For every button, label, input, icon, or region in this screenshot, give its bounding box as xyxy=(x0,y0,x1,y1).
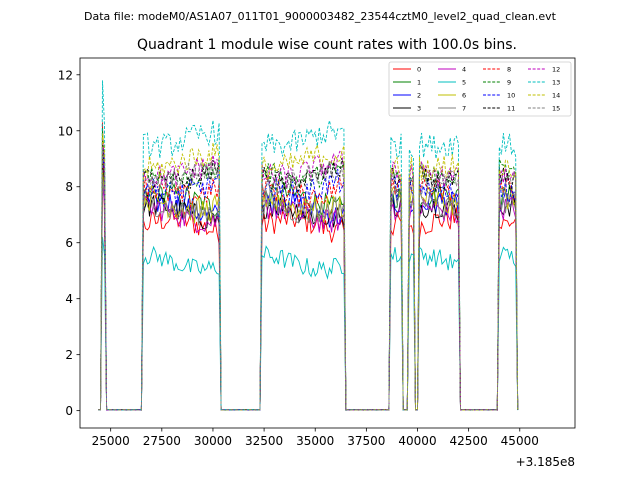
series-line-10 xyxy=(98,150,519,411)
series-lines xyxy=(98,80,519,411)
x-tick-label: 42500 xyxy=(450,434,488,448)
x-tick-label: 30000 xyxy=(194,434,232,448)
legend-label-11: 11 xyxy=(507,104,515,112)
y-tick-label: 12 xyxy=(58,68,73,82)
y-tick-label: 4 xyxy=(65,292,73,306)
series-line-7 xyxy=(98,178,519,411)
legend-label-8: 8 xyxy=(507,65,511,73)
x-tick-label: 27500 xyxy=(143,434,181,448)
x-tick-label: 32500 xyxy=(245,434,283,448)
series-line-0 xyxy=(98,122,519,411)
legend-label-0: 0 xyxy=(417,65,421,73)
legend-label-15: 15 xyxy=(552,104,560,112)
axes: 25000 27500 30000 32500 35000 37500 40000 42500… xyxy=(58,57,576,448)
series-line-13 xyxy=(98,80,519,411)
x-tick-label: 35000 xyxy=(296,434,334,448)
y-tick-label: 8 xyxy=(65,180,73,194)
legend-label-9: 9 xyxy=(507,78,511,86)
legend-label-2: 2 xyxy=(417,91,421,99)
y-tick-label: 6 xyxy=(65,236,73,250)
series-line-8 xyxy=(98,153,519,411)
series-line-14 xyxy=(98,133,519,411)
legend-label-13: 13 xyxy=(552,78,560,86)
legend-label-5: 5 xyxy=(462,78,466,86)
x-tick-label: 25000 xyxy=(92,434,130,448)
legend-box xyxy=(388,61,572,117)
x-tick-label: 45000 xyxy=(501,434,539,448)
series-line-15 xyxy=(98,147,519,411)
legend-label-1: 1 xyxy=(417,78,421,86)
legend-label-10: 10 xyxy=(507,91,515,99)
series-line-5 xyxy=(98,237,519,411)
y-tick-label: 2 xyxy=(65,348,73,362)
x-tick-label: 40000 xyxy=(398,434,436,448)
legend-label-14: 14 xyxy=(552,91,560,99)
legend-label-6: 6 xyxy=(462,91,466,99)
y-tick-label: 10 xyxy=(58,124,73,138)
plot-area xyxy=(80,58,575,428)
series-line-4 xyxy=(98,181,519,411)
suptitle: Data file: modeM0/AS1A07_011T01_90000034… xyxy=(84,10,557,23)
y-tick-label: 0 xyxy=(65,404,73,418)
x-offset-label: +3.185e8 xyxy=(516,455,575,469)
legend-label-12: 12 xyxy=(552,65,560,73)
legend-label-3: 3 xyxy=(417,104,421,112)
legend-label-4: 4 xyxy=(462,65,466,73)
x-tick-label: 37500 xyxy=(347,434,385,448)
legend-label-7: 7 xyxy=(462,104,466,112)
chart-title: Quadrant 1 module wise count rates with … xyxy=(137,37,517,53)
